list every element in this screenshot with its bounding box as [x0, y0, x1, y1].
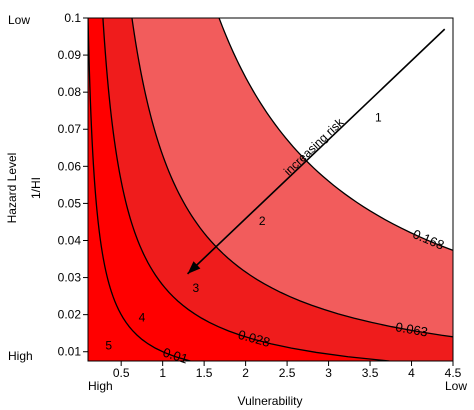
- zone-label: 1: [375, 110, 382, 124]
- y-tick-label: 0.04: [58, 233, 82, 247]
- plot-frame: [87, 17, 454, 362]
- x-axis-high-label: High: [88, 379, 113, 393]
- zone-label: 4: [139, 311, 146, 325]
- y-axis-low-label: Low: [8, 13, 30, 27]
- y-axis-label-secondary: 1/HI: [29, 177, 43, 199]
- x-tick-label: 4: [408, 366, 415, 380]
- x-tick-label: 0.5: [113, 366, 130, 380]
- zone-label: 5: [105, 338, 112, 352]
- contour-line-0.028: [102, 18, 390, 361]
- x-tick-label: 1: [159, 366, 166, 380]
- x-axis-ticks: 0.5 1 1.5 2 2.5 3 3.5 4 4.5: [113, 361, 462, 380]
- y-tick-label: 0.01: [58, 345, 82, 359]
- arrow-head: [187, 261, 201, 274]
- y-axis-label: Hazard Level: [5, 153, 19, 224]
- y-tick-label: 0.1: [64, 11, 81, 25]
- y-tick-label: 0.03: [58, 271, 82, 285]
- y-tick-label: 0.09: [58, 48, 82, 62]
- contour-label: 0.063: [394, 319, 429, 339]
- zone-label: 2: [259, 214, 266, 228]
- y-tick-label: 0.08: [58, 85, 82, 99]
- x-tick-label: 4.5: [445, 366, 462, 380]
- x-tick-label: 2: [242, 366, 249, 380]
- arrow-shaft: [186, 28, 446, 275]
- y-tick-label: 0.05: [58, 196, 82, 210]
- contour-lines: [88, 18, 453, 361]
- y-axis-ticks: 0.01 0.02 0.03 0.04 0.05 0.06 0.07 0.08 0.09 0.1: [58, 11, 88, 359]
- y-axis-high-label: High: [8, 349, 33, 363]
- x-tick-label: 3: [325, 366, 332, 380]
- x-tick-label: 1.5: [196, 366, 213, 380]
- axes: [87, 17, 454, 362]
- y-tick-label: 0.07: [58, 122, 82, 136]
- plot-area: [88, 18, 453, 361]
- zone-labels: 1 2 3 4 5: [105, 110, 382, 352]
- contour-line-0.01: [88, 18, 191, 361]
- zone-label: 3: [192, 281, 199, 295]
- x-axis-label: Vulnerability: [238, 394, 303, 408]
- contour-line-0.168: [218, 18, 453, 252]
- x-axis-low-label: Low: [445, 379, 467, 393]
- y-tick-label: 0.06: [58, 159, 82, 173]
- contour-line-0.063: [131, 18, 453, 338]
- x-tick-label: 3.5: [362, 366, 379, 380]
- x-tick-label: 2.5: [279, 366, 296, 380]
- y-tick-label: 0.02: [58, 308, 82, 322]
